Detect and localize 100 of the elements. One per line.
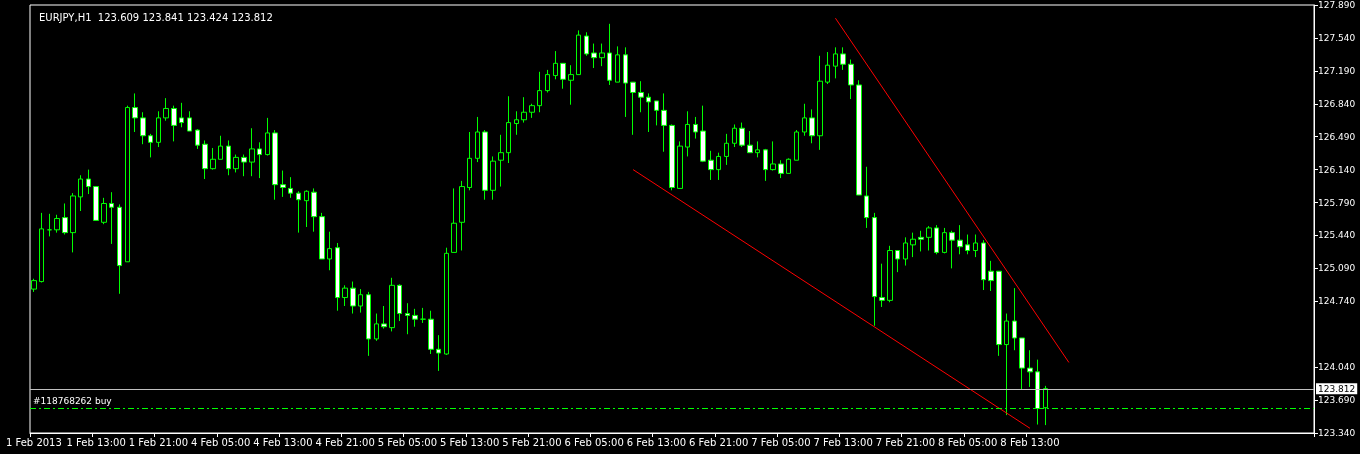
y-tick-label: 127.540: [1318, 32, 1356, 43]
x-tick-label: 8 Feb 05:00: [938, 436, 998, 448]
candlestick: [109, 191, 114, 245]
y-tick-label: 126.840: [1318, 98, 1356, 109]
ref-line-label: 123.812: [1318, 383, 1356, 394]
candlestick: [366, 291, 371, 357]
candlestick: [949, 230, 955, 269]
candlestick: [988, 260, 994, 292]
x-tick-label: 6 Feb 05:00: [564, 436, 624, 448]
candlestick: [428, 310, 434, 355]
candlestick: [770, 140, 776, 172]
candlestick: [747, 130, 753, 154]
candlestick: [872, 212, 877, 327]
candlestick: [117, 203, 122, 295]
candlestick: [1027, 349, 1033, 388]
candlestick: [864, 166, 869, 229]
candlestick: [148, 133, 153, 158]
candlestick: [553, 50, 558, 80]
candlestick: [973, 234, 978, 258]
candlestick: [101, 197, 107, 225]
candlestick: [436, 334, 441, 372]
y-tick-label: 127.190: [1318, 65, 1356, 76]
candlestick: [934, 224, 939, 255]
candlestick: [833, 46, 838, 79]
candlestick: [817, 55, 823, 151]
y-tick-label: 125.090: [1318, 263, 1356, 274]
candlestick: [140, 111, 146, 145]
candlestick: [86, 169, 91, 195]
candlestick: [1019, 337, 1025, 391]
candlestick: [47, 213, 52, 237]
y-tick-label: 126.140: [1318, 164, 1356, 175]
candlestick: [895, 250, 900, 273]
candlestick: [335, 242, 340, 312]
candlestick: [202, 139, 208, 180]
candlestick: [39, 212, 44, 283]
text: EURJPY,H1 123.609 123.841 123.424 123.812: [39, 11, 273, 23]
candlestick: [249, 127, 255, 177]
candlestick: [272, 129, 278, 201]
candlestick: [311, 187, 317, 233]
candlestick: [965, 234, 970, 255]
candlestick: [630, 81, 636, 136]
candlestick: [623, 46, 628, 118]
candlestick: [693, 116, 698, 140]
candlestick: [475, 116, 480, 163]
candlestick: [560, 62, 566, 90]
y-tick-label: 127.890: [1318, 0, 1356, 10]
candlestick: [926, 225, 932, 252]
candlestick: [296, 190, 301, 234]
candlestick: [545, 69, 550, 93]
y-tick-label: 124.740: [1318, 296, 1356, 307]
candlestick: [132, 92, 138, 133]
candlestick: [732, 123, 737, 148]
candlestick: [78, 174, 83, 212]
y-tick-label: 123.340: [1318, 428, 1356, 438]
ref-line-label: #118768262 buy: [33, 396, 113, 407]
candlestick: [226, 139, 231, 176]
candlestick: [498, 134, 504, 188]
candlestick: [607, 23, 612, 86]
candlestick: [677, 140, 683, 189]
candlestick: [187, 110, 192, 132]
candlestick: [848, 59, 854, 100]
candlestick: [179, 102, 184, 128]
x-tick-label: 1 Feb 13:00: [66, 436, 126, 448]
candlestick: [825, 51, 830, 85]
candlestick: [685, 110, 690, 157]
x-tick-label: 8 Feb 13:00: [1000, 436, 1060, 448]
candlestick: [654, 100, 659, 126]
candlestick: [420, 307, 426, 324]
candlestick: [54, 214, 60, 234]
x-tick-label: 5 Feb 05:00: [377, 436, 438, 448]
x-tick-label: 6 Feb 21:00: [689, 436, 749, 448]
candlestick: [716, 152, 721, 181]
candlestick: [459, 180, 465, 252]
candlestick: [233, 154, 239, 173]
candlestick: [490, 155, 496, 201]
x-tick-label: 1 Feb 21:00: [128, 436, 189, 448]
candlestick: [358, 288, 363, 314]
candlestick: [638, 80, 644, 113]
candlestick: [521, 96, 527, 124]
y-tick-label: 126.490: [1318, 131, 1356, 142]
candlestick: [405, 302, 410, 335]
x-tick-label: 4 Feb 05:00: [191, 436, 251, 448]
candlestick: [802, 103, 807, 137]
candlestick: [210, 147, 216, 171]
candlestick: [218, 135, 223, 160]
candlestick: [70, 192, 76, 253]
x-tick-label: 5 Feb 21:00: [502, 436, 562, 448]
candlestick: [265, 117, 270, 157]
x-tick-label: 7 Feb 13:00: [813, 436, 873, 448]
candlestick: [381, 305, 387, 330]
candlestick: [397, 283, 402, 322]
candlestick: [887, 245, 893, 303]
candlestick: [646, 92, 651, 133]
candlestick: [778, 159, 784, 179]
candlestick: [794, 129, 799, 161]
candlestick: [304, 189, 309, 228]
candlestick: [918, 230, 924, 252]
candlestick: [661, 92, 667, 153]
candlestick: [1012, 287, 1017, 351]
candlestick: [996, 270, 1002, 357]
